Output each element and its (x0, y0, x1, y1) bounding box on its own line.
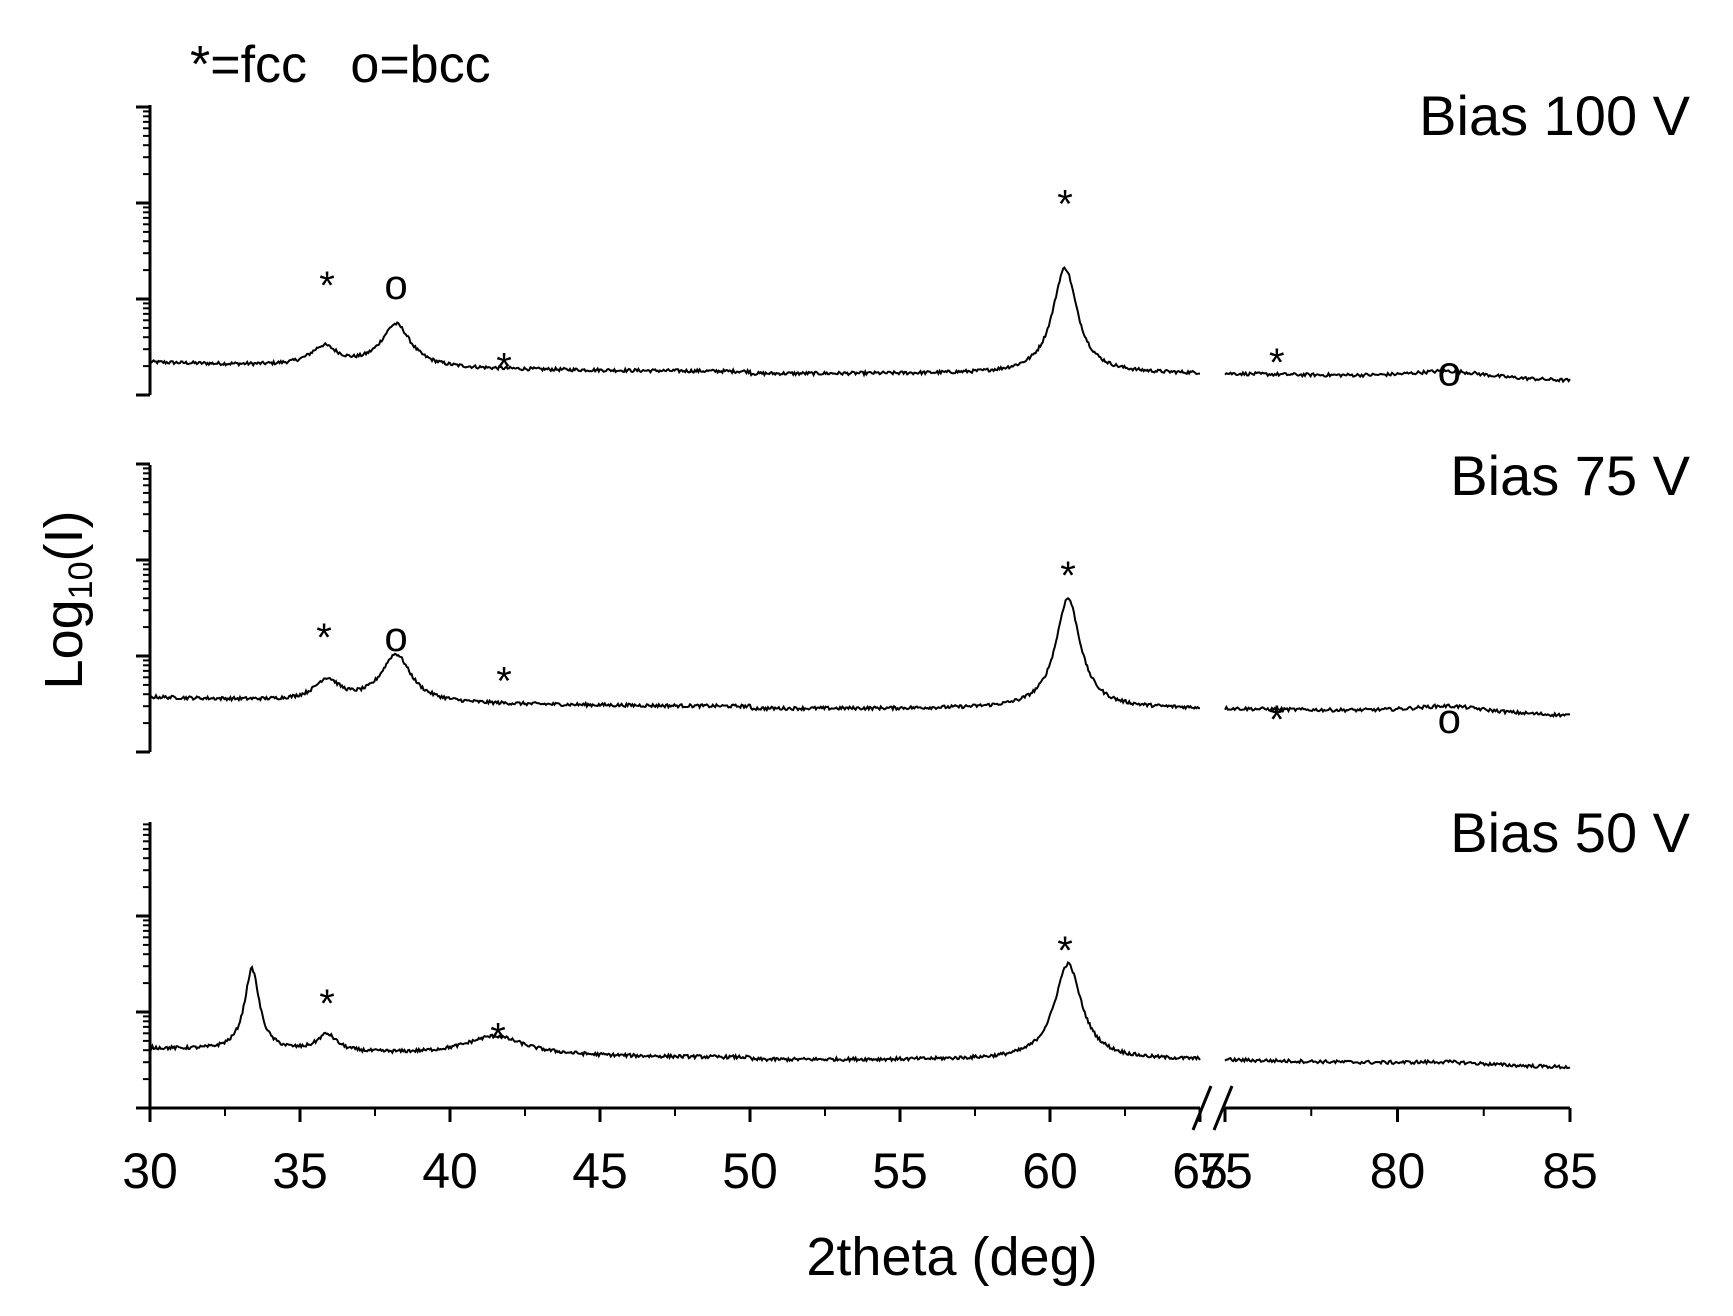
series-line-right (1224, 703, 1571, 719)
fcc-marker: * (319, 982, 335, 1026)
bcc-marker: o (384, 613, 407, 660)
x-tick-label: 55 (872, 1143, 928, 1199)
x-axis-title: 2theta (deg) (806, 1227, 1097, 1287)
x-tick-label: 40 (422, 1143, 478, 1199)
y-axis-title-main: Log (34, 599, 94, 689)
x-tick-label: 80 (1370, 1143, 1426, 1199)
fcc-marker: * (1057, 929, 1073, 973)
fcc-marker: * (1269, 698, 1285, 742)
panel-1: Bias 100 V * o * * * o (136, 84, 1691, 397)
bcc-marker: o (1438, 695, 1461, 742)
legend: *=fcc o=bcc (190, 36, 491, 94)
series-line-right (1224, 1056, 1571, 1070)
series-line-left (149, 266, 1200, 378)
axis-break-mark (1191, 1085, 1213, 1131)
panel-label: Bias 100 V (1419, 84, 1690, 147)
panels: Bias 100 V * o * * * o Bias 75 V * o * * * o Bias 50 V… (136, 84, 1691, 1110)
y-axis-title-sub: 10 (62, 562, 100, 600)
fcc-marker: * (496, 346, 512, 390)
series-line-right (1224, 368, 1571, 384)
series-line-left (149, 597, 1201, 713)
bcc-marker: o (384, 261, 407, 308)
fcc-marker: * (1269, 341, 1285, 385)
y-axis-title-tail: (I) (34, 511, 94, 562)
panel-2: Bias 75 V * o * * * o (136, 444, 1691, 754)
y-axis-title: Log10(I) (34, 511, 100, 690)
panel-3: Bias 50 V * * * (136, 801, 1691, 1110)
panel-label: Bias 50 V (1450, 801, 1690, 864)
fcc-marker: * (1060, 554, 1076, 598)
x-tick-label: 35 (272, 1143, 328, 1199)
fcc-marker: * (496, 659, 512, 703)
series-line-left (149, 961, 1201, 1064)
x-tick-label: 45 (572, 1143, 628, 1199)
x-tick-label: 85 (1542, 1143, 1598, 1199)
bcc-marker: o (1438, 347, 1461, 394)
x-tick-label: 30 (122, 1143, 178, 1199)
x-tick-label: 75 (1197, 1143, 1253, 1199)
fcc-marker: * (319, 264, 335, 308)
panel-label: Bias 75 V (1450, 444, 1690, 507)
fcc-marker: * (1057, 182, 1073, 226)
x-tick-label: 60 (1022, 1143, 1078, 1199)
fcc-marker: * (316, 616, 332, 660)
axis-break-mark (1212, 1085, 1234, 1131)
x-tick-label: 50 (722, 1143, 778, 1199)
fcc-marker: * (490, 1015, 506, 1059)
x-tick-label: 65 (1172, 1143, 1228, 1199)
